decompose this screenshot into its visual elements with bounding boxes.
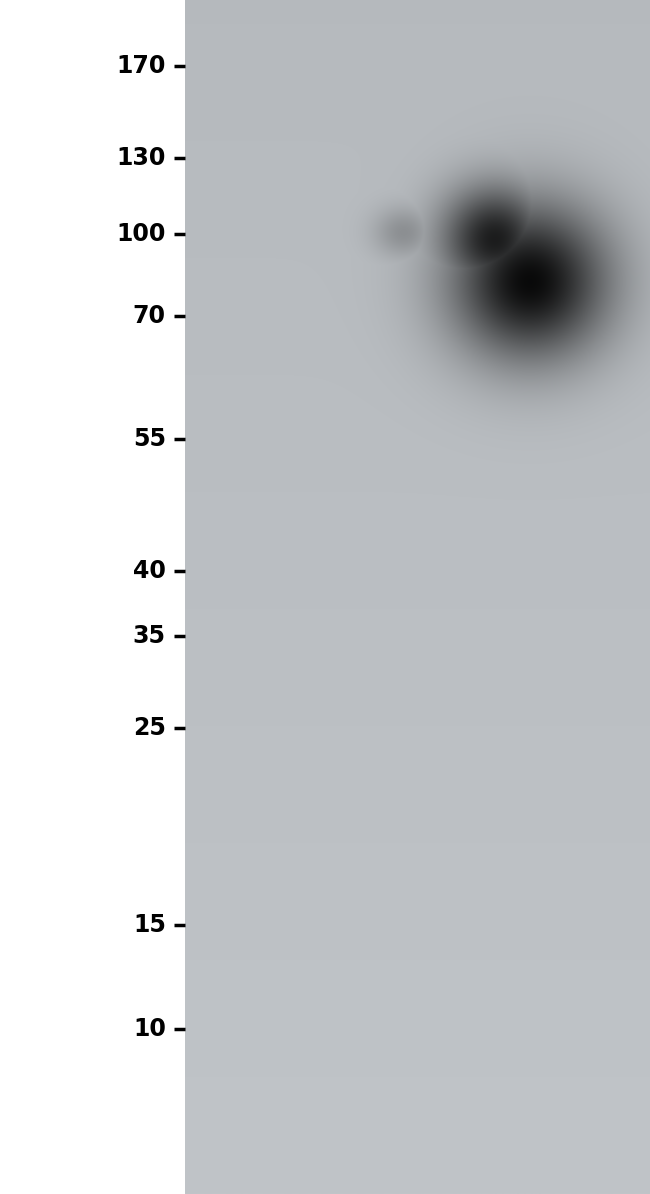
Text: 25: 25 xyxy=(133,716,166,740)
Text: 15: 15 xyxy=(133,913,166,937)
Text: 40: 40 xyxy=(133,559,166,583)
Text: 70: 70 xyxy=(133,304,166,328)
Text: 100: 100 xyxy=(116,222,166,246)
Text: 35: 35 xyxy=(133,624,166,648)
Text: 55: 55 xyxy=(133,427,166,451)
Text: 170: 170 xyxy=(116,54,166,78)
Text: 10: 10 xyxy=(133,1017,166,1041)
Text: 130: 130 xyxy=(116,146,166,170)
